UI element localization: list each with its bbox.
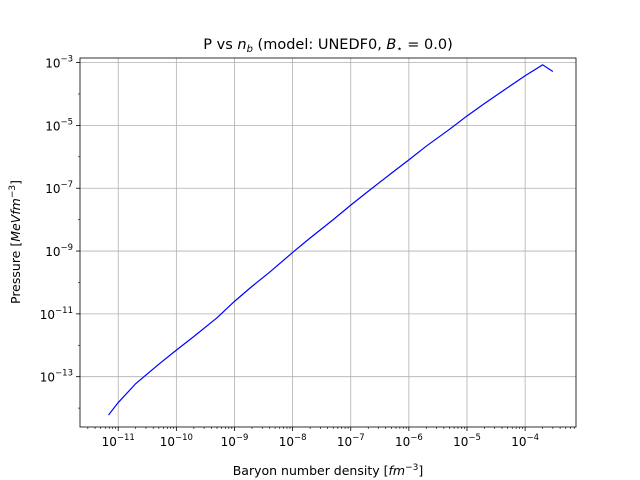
y-tick-label: 10−7 [45, 180, 73, 196]
y-axis-label: Pressure [MeVfm−3] [8, 180, 23, 304]
y-tick-label: 10−5 [45, 117, 73, 133]
y-tick-label: 10−3 [45, 55, 73, 71]
x-axis-ticks: 10−11 10−10 10−9 10−8 10−7 10−6 10−5 10−4 [87, 427, 575, 449]
x-tick-label: 10−10 [160, 433, 193, 449]
y-axis-ticks: 10−13 10−11 10−9 10−7 10−5 10−3 [40, 55, 80, 409]
plot-frame [79, 57, 577, 428]
x-tick-label: 10−8 [279, 433, 307, 449]
series-line [108, 64, 554, 416]
grid [80, 58, 576, 427]
y-tick-label: 10−11 [40, 306, 73, 322]
x-tick-label: 10−7 [337, 433, 365, 449]
x-axis-label: Baryon number density [fm−3] [233, 463, 424, 478]
x-tick-label: 10−5 [453, 433, 481, 449]
x-tick-label: 10−4 [511, 433, 539, 449]
x-tick-label: 10−6 [395, 433, 423, 449]
chart-title: P vs nb (model: UNEDF0, B⋆ = 0.0) [203, 37, 452, 55]
x-tick-label: 10−9 [221, 433, 249, 449]
y-tick-label: 10−13 [40, 369, 73, 385]
x-tick-label: 10−11 [102, 433, 135, 449]
y-tick-label: 10−9 [45, 243, 73, 259]
